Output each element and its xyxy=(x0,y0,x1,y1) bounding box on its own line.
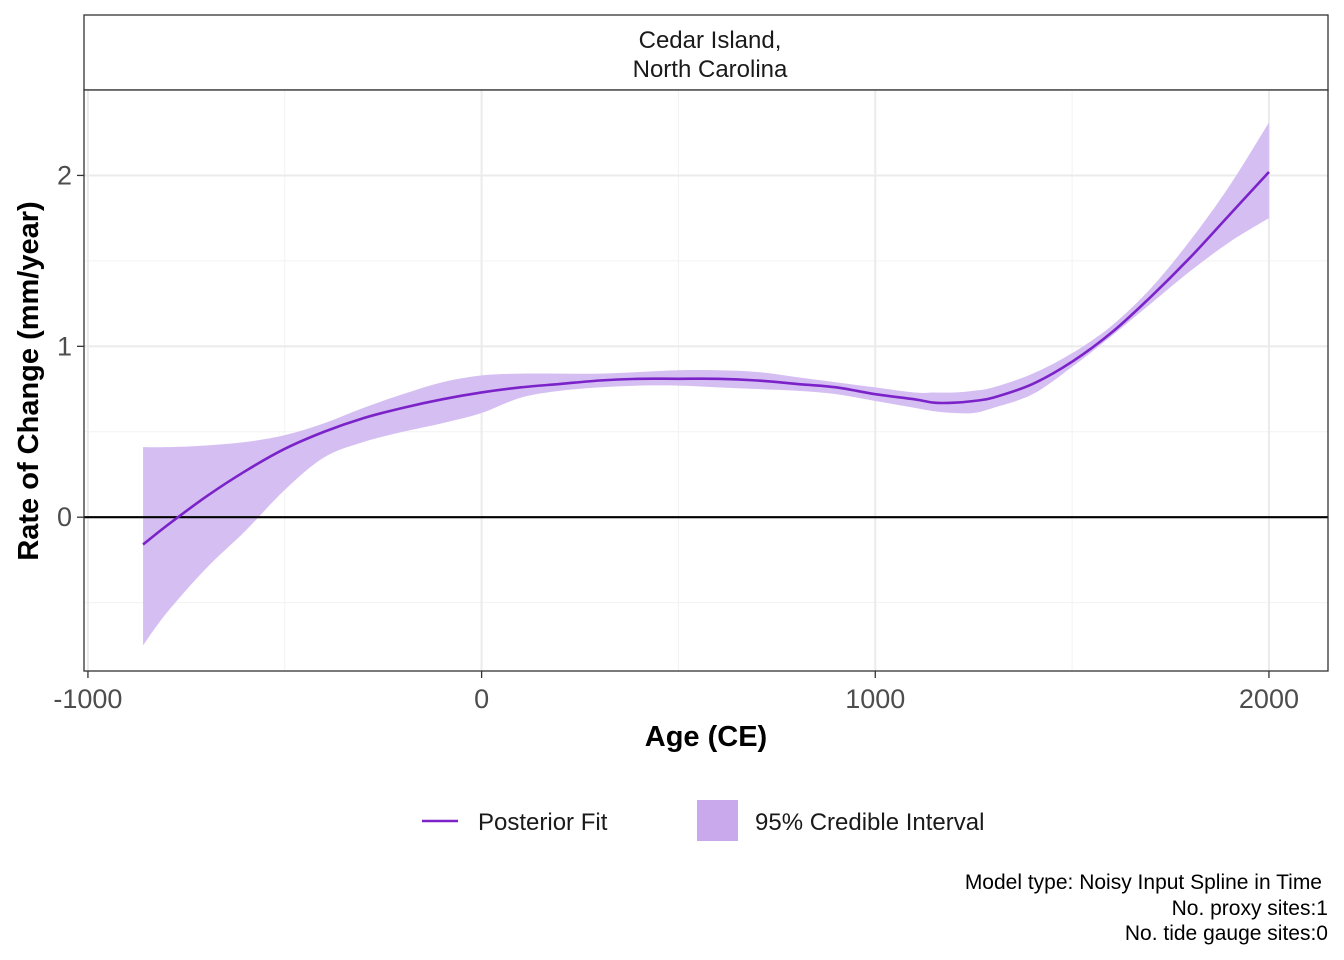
legend-band-label: 95% Credible Interval xyxy=(755,809,984,836)
x-tick-label: 2000 xyxy=(1239,684,1299,714)
credible-interval-band xyxy=(143,122,1269,646)
facet-strip xyxy=(83,14,1329,91)
y-tick-label: 1 xyxy=(57,331,72,361)
facet-label-line-1: Cedar Island, xyxy=(639,27,782,54)
y-axis-title: Rate of Change (mm/year) xyxy=(13,201,45,560)
legend: Posterior Fit 95% Credible Interval xyxy=(422,800,984,841)
legend-band-key xyxy=(697,800,738,841)
plot-panel-border xyxy=(83,89,1329,672)
caption-tide-gauge-sites: No. tide gauge sites:0 xyxy=(1125,922,1328,945)
x-axis-ticks: -1000 0 1000 2000 xyxy=(53,671,1299,714)
facet-label-line-2: North Carolina xyxy=(633,56,788,83)
y-axis-ticks: 0 1 2 xyxy=(57,160,84,532)
posterior-fit-line xyxy=(142,171,1270,546)
x-tick-label: 1000 xyxy=(845,684,905,714)
y-tick-label: 2 xyxy=(57,160,72,190)
x-axis-title: Age (CE) xyxy=(645,721,767,753)
caption: Model type: Noisy Input Spline in Time N… xyxy=(965,871,1328,945)
caption-proxy-sites: No. proxy sites:1 xyxy=(1172,897,1328,920)
minor-gridlines xyxy=(84,90,1328,671)
x-tick-label: -1000 xyxy=(53,684,122,714)
x-tick-label: 0 xyxy=(474,684,489,714)
caption-model-type: Model type: Noisy Input Spline in Time xyxy=(965,871,1322,894)
legend-fit-label: Posterior Fit xyxy=(478,809,608,836)
y-tick-label: 0 xyxy=(57,502,72,532)
